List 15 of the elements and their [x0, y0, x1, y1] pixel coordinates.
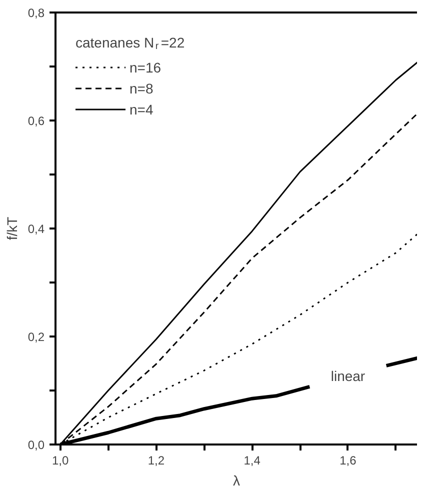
x-tick-label: 1,6 [340, 454, 357, 468]
x-tick-label: 1,0 [52, 454, 69, 468]
legend-label: n=8 [130, 80, 154, 96]
annotation: linear [330, 368, 366, 384]
y-tick-label: 0,8 [28, 6, 45, 20]
y-tick-label: 0,0 [28, 438, 45, 452]
x-tick-label: 1,4 [244, 454, 261, 468]
y-axis-title: f/kT [4, 216, 20, 240]
y-tick-label: 0,2 [28, 330, 45, 344]
legend-label: n=16 [130, 60, 162, 76]
legend-label: n=4 [130, 102, 154, 118]
x-axis-title: λ [233, 472, 240, 488]
y-tick-label: 0,4 [28, 222, 45, 236]
y-tick-label: 0,6 [28, 114, 45, 128]
x-tick-label: 1,2 [148, 454, 165, 468]
